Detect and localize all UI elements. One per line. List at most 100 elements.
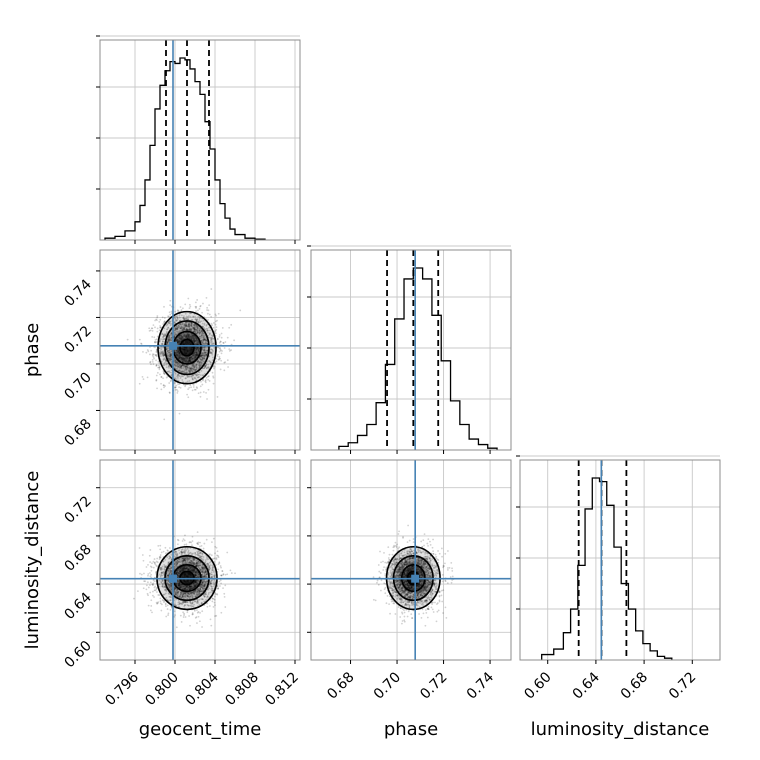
- scatter-point: [209, 350, 212, 353]
- scatter-point: [162, 560, 165, 563]
- scatter-point: [195, 338, 198, 341]
- scatter-point: [168, 311, 171, 314]
- scatter-point: [207, 375, 210, 377]
- scatter-point: [196, 327, 199, 329]
- scatter-point: [158, 366, 161, 369]
- scatter-point: [168, 339, 171, 341]
- scatter-point: [193, 339, 196, 342]
- scatter-point: [195, 353, 198, 356]
- scatter-point: [166, 582, 169, 585]
- scatter-point: [201, 333, 204, 335]
- scatter-point: [193, 356, 196, 359]
- scatter-point: [194, 346, 197, 348]
- scatter-point: [209, 618, 212, 621]
- scatter-point: [190, 369, 193, 372]
- scatter-point: [179, 571, 182, 573]
- scatter-point: [180, 339, 183, 341]
- scatter-point: [169, 359, 172, 362]
- scatter-point: [150, 605, 153, 607]
- scatter-point: [193, 567, 196, 570]
- scatter-point: [199, 569, 202, 571]
- scatter-point: [186, 595, 189, 598]
- scatter-point: [176, 553, 179, 556]
- scatter-point: [186, 356, 189, 359]
- scatter-point: [178, 585, 181, 588]
- scatter-point: [164, 546, 167, 549]
- scatter-point: [184, 567, 187, 570]
- scatter-point: [190, 338, 193, 340]
- scatter-point: [197, 564, 199, 567]
- scatter-point: [196, 593, 199, 596]
- scatter-point: [201, 346, 204, 349]
- scatter-point: [205, 324, 208, 327]
- scatter-point: [196, 347, 199, 349]
- scatter-point: [190, 337, 192, 340]
- scatter-point: [188, 328, 191, 331]
- scatter-point: [170, 571, 173, 574]
- scatter-point: [162, 340, 164, 343]
- scatter-point: [176, 594, 178, 597]
- scatter-point: [213, 598, 216, 601]
- scatter-point: [189, 567, 192, 570]
- scatter-point: [179, 359, 182, 362]
- scatter-point: [184, 550, 187, 553]
- scatter-point: [178, 383, 181, 386]
- scatter-point: [185, 327, 188, 330]
- scatter-point: [168, 334, 171, 337]
- scatter-point: [163, 364, 166, 366]
- scatter-point: [195, 579, 197, 582]
- scatter-point: [185, 371, 188, 374]
- scatter-point: [178, 316, 181, 319]
- scatter-point: [197, 588, 199, 591]
- scatter-point: [180, 596, 183, 599]
- scatter-point: [204, 569, 207, 572]
- scatter-point: [191, 376, 194, 378]
- scatter-point: [206, 580, 209, 582]
- scatter-point: [156, 602, 159, 605]
- scatter-point: [187, 360, 190, 363]
- scatter-point: [160, 348, 163, 350]
- scatter-point: [211, 575, 214, 578]
- scatter-point: [196, 575, 199, 578]
- scatter-point: [149, 329, 152, 332]
- scatter-point: [169, 337, 171, 340]
- scatter-point: [176, 365, 179, 368]
- scatter-point: [178, 340, 181, 343]
- scatter-point: [186, 376, 189, 378]
- scatter-point: [219, 340, 222, 343]
- scatter-point: [201, 358, 204, 361]
- scatter-point: [184, 594, 187, 597]
- scatter-point: [186, 328, 189, 331]
- scatter-point: [198, 373, 201, 376]
- scatter-point: [194, 343, 197, 346]
- scatter-point: [182, 557, 184, 560]
- scatter-point: [209, 584, 212, 587]
- scatter-point: [176, 592, 178, 595]
- scatter-point: [227, 366, 229, 368]
- scatter-point: [203, 334, 205, 337]
- scatter-point: [201, 602, 203, 604]
- scatter-point: [219, 585, 221, 587]
- scatter-point: [176, 571, 179, 574]
- scatter-point: [195, 348, 198, 351]
- scatter-point: [170, 356, 172, 359]
- scatter-point: [186, 568, 189, 571]
- scatter-point: [190, 360, 193, 363]
- scatter-point: [188, 334, 191, 337]
- scatter-point: [161, 316, 164, 319]
- scatter-point: [180, 558, 183, 561]
- scatter-point: [197, 566, 200, 568]
- scatter-point: [183, 551, 186, 554]
- scatter-point: [170, 553, 173, 556]
- scatter-point: [194, 616, 197, 619]
- scatter-point: [162, 358, 165, 360]
- scatter-point: [199, 327, 202, 330]
- scatter-point: [202, 319, 205, 322]
- scatter-point: [210, 337, 213, 340]
- scatter-point: [216, 337, 219, 340]
- scatter-point: [212, 557, 215, 560]
- scatter-point: [198, 589, 201, 592]
- scatter-point: [166, 323, 168, 325]
- scatter-point: [184, 562, 186, 564]
- scatter-point: [184, 359, 187, 362]
